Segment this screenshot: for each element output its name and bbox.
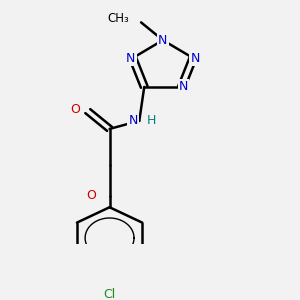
Text: N: N [126,52,135,64]
Text: O: O [86,189,96,203]
Text: N: N [190,52,200,64]
Text: N: N [158,34,168,47]
Text: N: N [179,80,188,93]
Text: N: N [129,114,138,127]
Text: CH₃: CH₃ [107,12,129,25]
Text: O: O [70,103,80,116]
Text: Cl: Cl [103,288,116,300]
Text: H: H [146,114,156,127]
